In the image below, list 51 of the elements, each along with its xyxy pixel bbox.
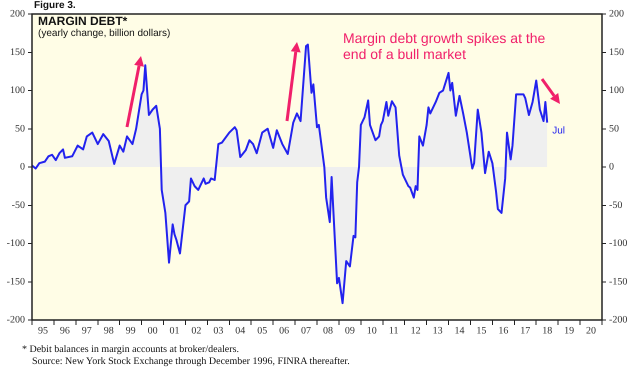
x-tick-label: 03 bbox=[213, 326, 224, 337]
annotation: Jul bbox=[552, 125, 565, 136]
y2-tick-label: 150 bbox=[609, 46, 624, 58]
y-tick-label: -100 bbox=[6, 238, 25, 250]
y-tick-label: 200 bbox=[10, 8, 25, 20]
y-tick-label: -200 bbox=[6, 314, 25, 326]
x-tick-label: 06 bbox=[279, 326, 290, 337]
y-tick-label: 50 bbox=[15, 123, 25, 134]
x-tick-label: 18 bbox=[542, 326, 552, 337]
x-tick-label: 02 bbox=[191, 326, 202, 337]
source-note: Source: New York Stock Exchange through December 1996, FINRA thereafter. bbox=[32, 356, 350, 367]
x-tick-label: 14 bbox=[454, 326, 464, 337]
y-tick-label: 100 bbox=[10, 85, 25, 96]
y-tick-label: -50 bbox=[12, 200, 25, 211]
x-tick-label: 01 bbox=[170, 326, 180, 337]
x-tick-label: 11 bbox=[388, 326, 399, 337]
x-tick-label: 16 bbox=[498, 326, 508, 337]
y2-tick-label: -100 bbox=[609, 238, 628, 250]
x-tick-label: 19 bbox=[564, 326, 574, 337]
x-tick-label: 08 bbox=[322, 326, 333, 337]
x-tick-label: 15 bbox=[476, 326, 486, 337]
x-tick-label: 10 bbox=[366, 326, 377, 337]
x-tick-label: 98 bbox=[104, 326, 114, 337]
x-tick-label: 95 bbox=[38, 326, 48, 337]
x-tick-label: 96 bbox=[60, 326, 70, 337]
y-tick-label: -150 bbox=[6, 276, 25, 288]
x-tick-label: 05 bbox=[257, 326, 268, 337]
x-tick-label: 09 bbox=[344, 326, 355, 337]
y2-tick-label: 200 bbox=[609, 8, 624, 20]
y2-tick-label: -150 bbox=[609, 276, 628, 288]
y2-tick-label: 100 bbox=[609, 85, 624, 96]
x-tick-label: 17 bbox=[520, 326, 530, 337]
x-tick-label: 97 bbox=[82, 326, 92, 337]
text: (yearly change, billion dollars) bbox=[38, 28, 170, 39]
x-tick-label: 20 bbox=[586, 326, 596, 337]
y2-tick-label: 50 bbox=[609, 123, 619, 134]
x-tick-label: 04 bbox=[235, 326, 246, 337]
x-tick-label: 07 bbox=[301, 326, 312, 337]
annotation: Margin debt growth spikes at the end of a bull market bbox=[343, 30, 546, 62]
y-tick-label: 150 bbox=[10, 46, 25, 58]
x-tick-label: 13 bbox=[432, 326, 443, 337]
x-tick-label: 99 bbox=[126, 326, 136, 337]
caption: Figure 3. bbox=[34, 0, 76, 11]
y2-tick-label: 0 bbox=[609, 162, 614, 173]
y2-tick-label: -200 bbox=[609, 314, 628, 326]
y-tick-label: 0 bbox=[20, 162, 25, 173]
text: * Debit balances in margin accounts at broker/dealers. bbox=[22, 344, 239, 355]
x-tick-label: 00 bbox=[148, 326, 158, 337]
x-tick-label: 12 bbox=[410, 326, 421, 337]
y2-tick-label: -50 bbox=[609, 200, 622, 211]
chart-title: MARGIN DEBT* bbox=[38, 14, 128, 28]
